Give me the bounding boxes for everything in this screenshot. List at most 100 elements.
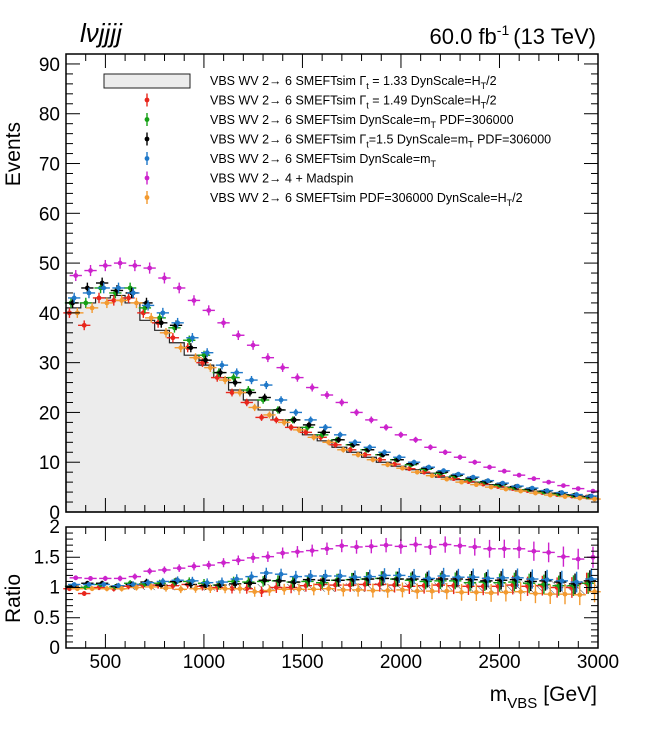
legend-label: VBS WV 2→ 6 SMEFTsim DynScale=mT [210, 152, 437, 169]
ratio-data-point [193, 586, 198, 592]
ratio-data-point [411, 574, 417, 580]
data-point [529, 485, 535, 491]
ratio-y-tick-label: 1.5 [34, 547, 60, 568]
ratio-data-point [473, 589, 479, 595]
data-point [457, 454, 463, 460]
ratio-data-point [544, 577, 550, 583]
ratio-data-point [130, 582, 136, 587]
data-point [249, 377, 254, 383]
data-point [306, 422, 312, 428]
data-point [102, 263, 108, 268]
data-point [311, 434, 317, 440]
ratio-data-point [81, 591, 87, 596]
main-y-axis-title: Events [2, 122, 25, 186]
ratio-data-point [309, 548, 315, 553]
data-point [516, 472, 522, 478]
data-point [88, 268, 93, 273]
ratio-data-point [119, 586, 125, 592]
data-point [273, 417, 279, 423]
ratio-data-point [383, 542, 389, 548]
ratio-data-point [326, 586, 331, 592]
data-point [336, 437, 342, 443]
data-point [145, 303, 151, 308]
y-tick-label: 40 [39, 304, 60, 325]
data-point [221, 320, 226, 326]
luminosity-label: 60.0 fb-1 (13 TeV) [430, 22, 596, 49]
ratio-data-point [160, 579, 166, 584]
data-point [398, 432, 404, 438]
ratio-data-point [444, 588, 450, 594]
ratio-data-point [442, 542, 448, 547]
ratio-data-point [459, 589, 464, 595]
data-point [501, 468, 507, 474]
y-tick-label: 50 [39, 254, 60, 275]
data-point [518, 488, 524, 494]
data-point [406, 466, 412, 472]
ratio-series-4-points [68, 567, 598, 593]
ratio-data-point [175, 577, 181, 583]
data-point [130, 290, 136, 296]
ratio-data-point [311, 586, 317, 592]
data-point [265, 355, 271, 361]
ratio-data-point [163, 585, 169, 591]
data-point [340, 447, 346, 453]
data-point [277, 407, 282, 413]
y-tick-label: 90 [39, 55, 60, 76]
y-tick-label: 20 [39, 403, 60, 424]
legend-label: VBS WV 2→ 6 SMEFTsim Γt = 1.49 DynScale=… [210, 94, 497, 111]
ratio-data-point [488, 590, 494, 596]
data-point [414, 469, 420, 475]
data-point [234, 370, 240, 376]
ratio-data-point [426, 576, 432, 581]
data-point [222, 377, 228, 383]
ratio-data-point [237, 586, 243, 592]
x-axis-title: mVBS [GeV] [490, 683, 597, 712]
ratio-data-point [308, 573, 314, 579]
data-point [515, 483, 520, 489]
ratio-data-point [219, 579, 225, 585]
ratio-data-point [428, 544, 433, 550]
data-point [308, 417, 314, 423]
ratio-data-point [295, 549, 300, 555]
ratio-data-point [577, 592, 583, 598]
data-point [263, 382, 269, 388]
ratio-data-point [562, 591, 568, 597]
legend-entry-3: VBS WV 2→ 6 SMEFTsim DynScale=mT PDF=306… [144, 113, 514, 130]
data-point [170, 335, 176, 341]
ratio-y-tick-label: 2 [49, 517, 60, 538]
data-point [324, 392, 330, 398]
ratio-series-5-points [69, 536, 600, 582]
ratio-data-point [162, 567, 167, 573]
ratio-data-point [531, 548, 537, 554]
ratio-data-point [324, 546, 330, 552]
y-tick-label: 0 [49, 503, 60, 524]
data-point [280, 365, 286, 371]
ratio-data-point [354, 544, 359, 550]
ratio-data-point [204, 580, 210, 586]
data-point [485, 478, 491, 484]
data-point [352, 439, 358, 445]
legend-marker [144, 156, 150, 161]
ratio-uncertainty-band [66, 581, 598, 594]
data-point [487, 464, 492, 470]
y-tick-label: 70 [39, 155, 60, 176]
data-point [262, 395, 268, 400]
data-point [119, 298, 125, 303]
ratio-data-point [472, 544, 478, 550]
ratio-data-point [592, 589, 597, 595]
data-point [322, 424, 328, 430]
ratio-data-point [501, 546, 507, 552]
ratio-data-point [148, 584, 154, 590]
legend-marker [144, 195, 150, 200]
ratio-data-point [176, 565, 182, 571]
ratio-data-point [485, 576, 491, 581]
data-point [235, 332, 241, 338]
data-point [533, 490, 538, 496]
data-point [392, 461, 397, 467]
data-point [488, 484, 494, 490]
data-point [411, 459, 417, 465]
data-point [206, 307, 212, 313]
ratio-data-point [145, 580, 151, 586]
data-point [444, 476, 450, 482]
data-point [455, 471, 461, 477]
